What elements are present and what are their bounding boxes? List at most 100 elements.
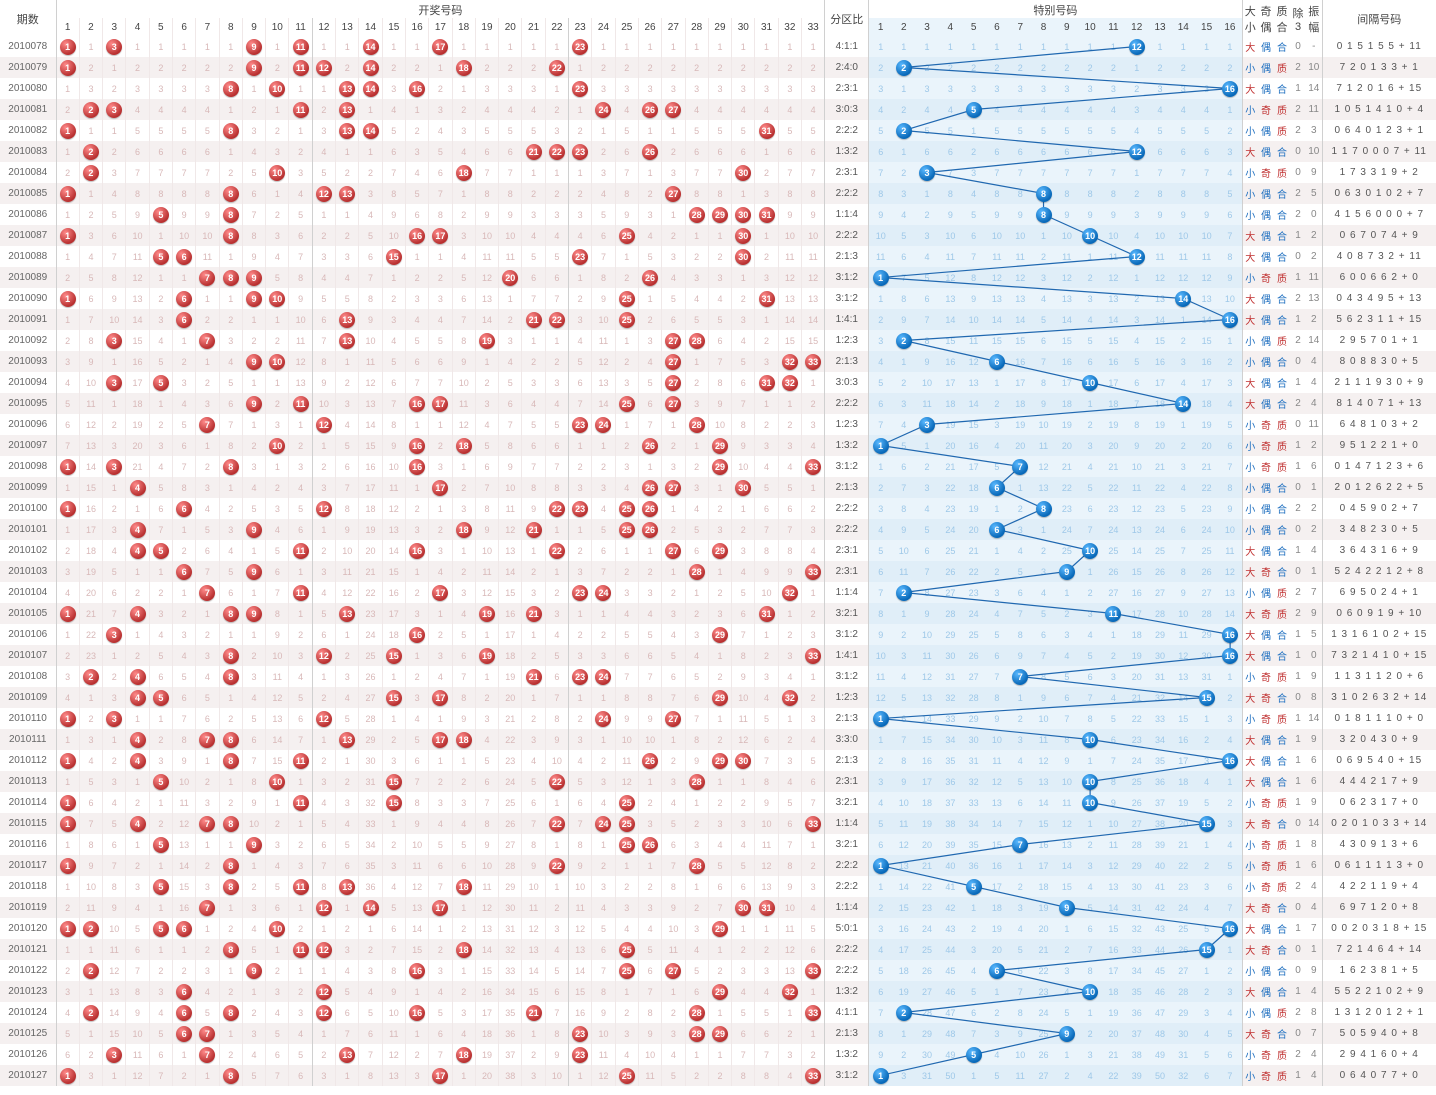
blue-miss: 13 bbox=[1125, 519, 1148, 540]
blue-miss: 3 bbox=[869, 78, 892, 99]
red-ball: 31 bbox=[759, 900, 775, 916]
red-miss: 4 bbox=[522, 750, 545, 771]
red-miss: 2 bbox=[755, 939, 778, 960]
red-ball: 15 bbox=[386, 795, 402, 811]
blue-miss: 7 bbox=[892, 477, 915, 498]
red-miss: 5 bbox=[312, 813, 335, 834]
blue-miss: 20 bbox=[1009, 435, 1032, 456]
blue-miss: 30 bbox=[1172, 1023, 1195, 1044]
period-cell: 2010086 bbox=[0, 204, 56, 225]
red-miss: 3 bbox=[778, 435, 801, 456]
blue-miss: 2 bbox=[869, 57, 892, 78]
blue-miss: 5 bbox=[869, 960, 892, 981]
blue-miss: 8 bbox=[1009, 1002, 1032, 1023]
red-miss: 9 bbox=[592, 1002, 615, 1023]
red-miss: 18 bbox=[126, 393, 149, 414]
red-miss: 6 bbox=[405, 750, 428, 771]
red-miss: 17 bbox=[79, 519, 102, 540]
red-miss: 12 bbox=[452, 414, 475, 435]
red-miss: 11 bbox=[522, 897, 545, 918]
red-miss: 5 bbox=[289, 204, 312, 225]
red-miss: 2 bbox=[429, 78, 452, 99]
red-miss: 2 bbox=[126, 57, 149, 78]
attr-cell: 1 bbox=[1290, 666, 1306, 687]
blue-miss: 3 bbox=[1172, 78, 1195, 99]
red-miss: 10 bbox=[475, 540, 498, 561]
red-miss: 7 bbox=[452, 309, 475, 330]
red-miss: 6 bbox=[429, 162, 452, 183]
attr-cell: 大 bbox=[1242, 939, 1258, 960]
red-miss: 3 bbox=[429, 288, 452, 309]
blue-miss: 17 bbox=[1102, 960, 1125, 981]
red-miss: 2 bbox=[405, 666, 428, 687]
red-miss: 7 bbox=[149, 162, 172, 183]
red-miss: 1 bbox=[312, 36, 335, 57]
red-ball: 30 bbox=[735, 753, 751, 769]
ratio-cell: 2:2:2 bbox=[825, 225, 869, 246]
blue-miss: 12 bbox=[939, 267, 962, 288]
blue-miss: 13 bbox=[1055, 834, 1078, 855]
blue-miss: 12 bbox=[1055, 267, 1078, 288]
red-miss: 4 bbox=[522, 225, 545, 246]
red-miss: 5 bbox=[266, 876, 289, 897]
red-miss: 1 bbox=[172, 267, 195, 288]
red-miss: 3 bbox=[708, 78, 731, 99]
red-miss: 2 bbox=[336, 771, 359, 792]
red-ball: 28 bbox=[689, 564, 705, 580]
attr-cell: 合 bbox=[1274, 309, 1290, 330]
blue-miss: 4 bbox=[1195, 897, 1218, 918]
blue-miss: 9 bbox=[1172, 582, 1195, 603]
blue-miss: 15 bbox=[1102, 918, 1125, 939]
red-miss: 1 bbox=[405, 561, 428, 582]
red-ball: 7 bbox=[199, 585, 215, 601]
red-miss: 3 bbox=[405, 519, 428, 540]
red-ball: 17 bbox=[432, 480, 448, 496]
red-miss: 6 bbox=[149, 141, 172, 162]
red-miss: 17 bbox=[126, 372, 149, 393]
attr-cell: 0 bbox=[1290, 414, 1306, 435]
red-ball: 17 bbox=[432, 585, 448, 601]
red-miss: 9 bbox=[638, 708, 661, 729]
blue-ball: 6 bbox=[989, 480, 1005, 496]
red-miss: 1 bbox=[405, 36, 428, 57]
red-miss: 2 bbox=[499, 57, 522, 78]
blue-miss: 13 bbox=[1055, 288, 1078, 309]
red-miss: 1 bbox=[592, 603, 615, 624]
red-miss: 5 bbox=[708, 855, 731, 876]
red-miss: 10 bbox=[103, 918, 126, 939]
blue-miss: 2 bbox=[985, 1002, 1008, 1023]
red-miss: 8 bbox=[615, 687, 638, 708]
red-ball: 4 bbox=[130, 480, 146, 496]
red-miss: 3 bbox=[685, 78, 708, 99]
red-ball: 7 bbox=[199, 1047, 215, 1063]
red-miss: 37 bbox=[499, 1044, 522, 1065]
red-miss: 3 bbox=[382, 78, 405, 99]
red-miss: 9 bbox=[522, 498, 545, 519]
attr-cell: 9 bbox=[1306, 162, 1322, 183]
red-miss: 3 bbox=[638, 813, 661, 834]
red-miss: 3 bbox=[638, 582, 661, 603]
blue-miss: 26 bbox=[1125, 792, 1148, 813]
red-miss: 2 bbox=[615, 561, 638, 582]
blue-miss: 26 bbox=[1195, 561, 1218, 582]
red-ball: 11 bbox=[293, 585, 309, 601]
red-miss: 1 bbox=[685, 876, 708, 897]
attr-cell: 4 bbox=[1306, 351, 1322, 372]
blue-miss: 6 bbox=[892, 708, 915, 729]
blue-miss: 14 bbox=[1102, 309, 1125, 330]
period-cell: 2010126 bbox=[0, 1044, 56, 1065]
attr-cell: 0 bbox=[1290, 897, 1306, 918]
red-miss: 7 bbox=[545, 288, 568, 309]
blue-miss: 31 bbox=[1125, 897, 1148, 918]
red-miss: 6 bbox=[592, 939, 615, 960]
red-miss: 24 bbox=[499, 771, 522, 792]
blue-miss: 1 bbox=[1078, 36, 1101, 57]
red-miss: 7 bbox=[336, 1023, 359, 1044]
blue-miss: 2 bbox=[915, 57, 938, 78]
red-miss: 12 bbox=[126, 267, 149, 288]
red-miss: 9 bbox=[312, 372, 335, 393]
red-miss: 1 bbox=[755, 225, 778, 246]
red-ball: 4 bbox=[130, 522, 146, 538]
red-miss: 9 bbox=[545, 1044, 568, 1065]
red-ball: 10 bbox=[269, 291, 285, 307]
